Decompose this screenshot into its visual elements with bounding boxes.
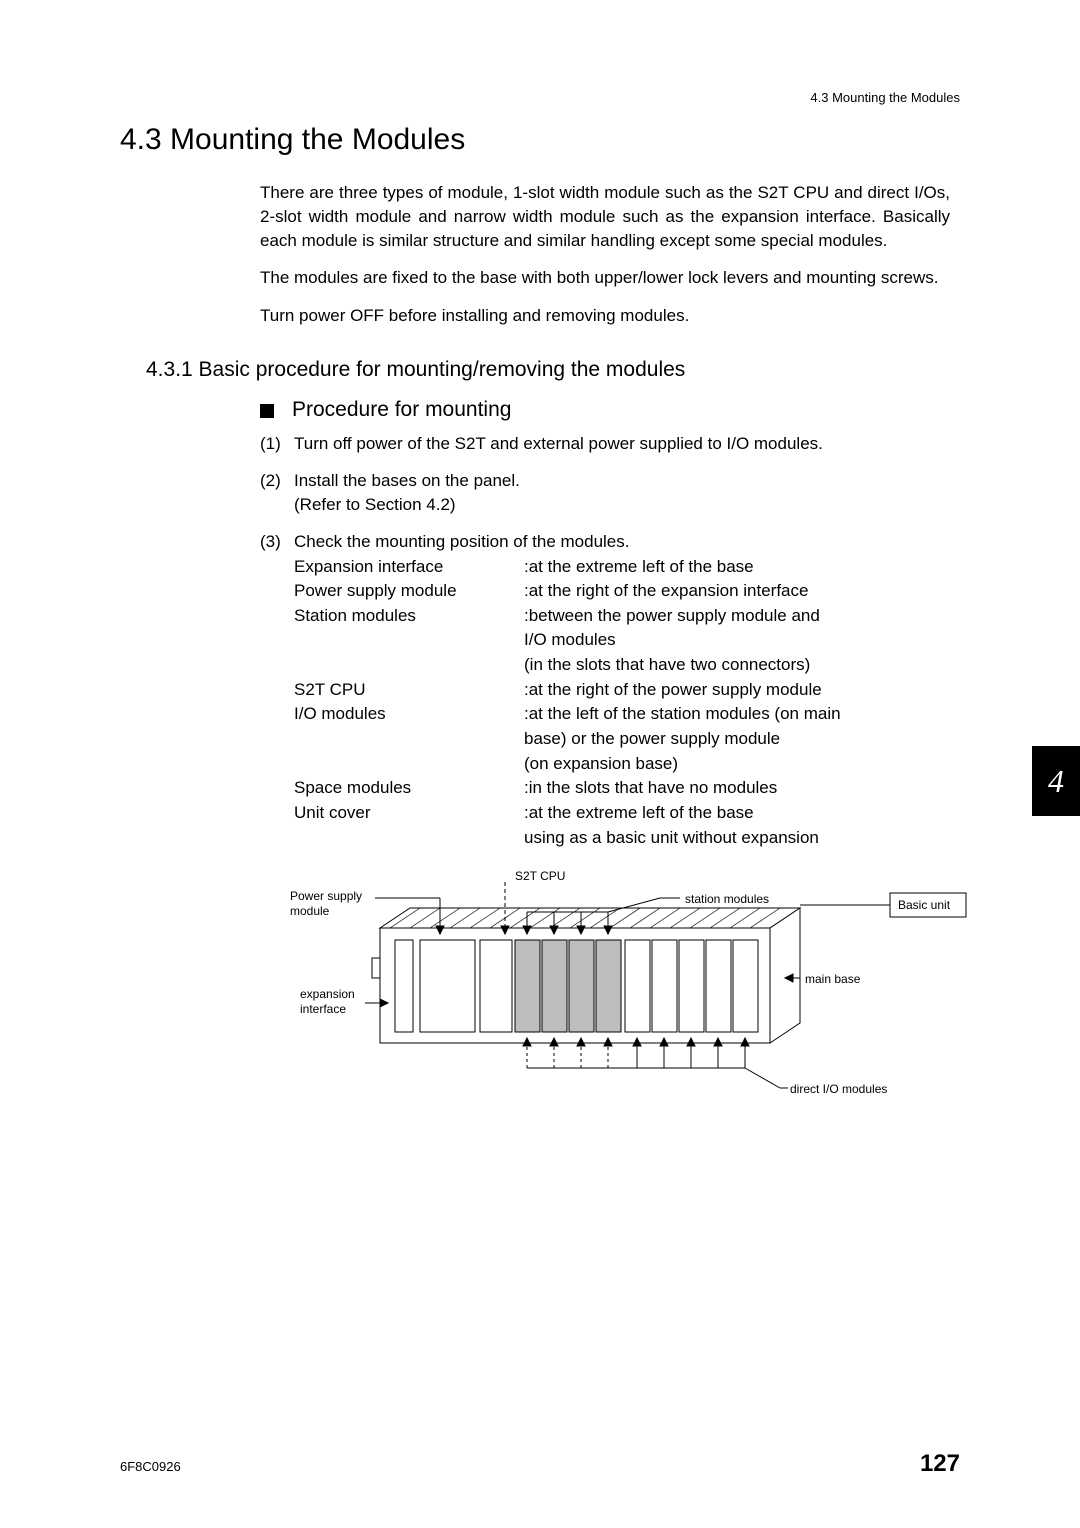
subsection-title: 4.3.1 Basic procedure for mounting/remov… [146, 358, 960, 382]
pos-desc: :at the right of the expansion interface [524, 579, 960, 604]
pos-label: Unit cover [294, 801, 524, 826]
step-number: (3) [260, 530, 294, 850]
intro-para-2: The modules are fixed to the base with b… [260, 266, 950, 290]
step-text: Turn off power of the S2T and external p… [294, 432, 960, 457]
pos-desc: I/O modules [524, 628, 960, 653]
svg-text:module: module [290, 904, 330, 918]
svg-text:S2T CPU: S2T CPU [515, 869, 565, 883]
pos-desc: :at the extreme left of the base [524, 555, 960, 580]
page-number: 127 [920, 1450, 960, 1478]
pos-desc: :in the slots that have no modules [524, 776, 960, 801]
pos-desc: :at the right of the power supply module [524, 678, 960, 703]
header-section-label: 4.3 Mounting the Modules [120, 90, 960, 105]
svg-text:station modules: station modules [685, 892, 769, 906]
intro-para-1: There are three types of module, 1-slot … [260, 181, 950, 252]
pos-label: Space modules [294, 776, 524, 801]
pos-desc: (in the slots that have two connectors) [524, 653, 960, 678]
step-text: Install the bases on the panel. [294, 469, 960, 494]
pos-label: Power supply module [294, 579, 524, 604]
pos-desc: using as a basic unit without expansion [524, 826, 960, 851]
bullet-square-icon [260, 404, 274, 418]
pos-label: I/O modules [294, 702, 524, 727]
chapter-tab: 4 [1032, 746, 1080, 816]
pos-desc: :at the left of the station modules (on … [524, 702, 960, 727]
module-layout-diagram: Power supply module expansion interface … [280, 868, 960, 1118]
step-text: Check the mounting position of the modul… [294, 530, 960, 555]
document-code: 6F8C0926 [120, 1459, 181, 1474]
svg-text:main base: main base [805, 972, 861, 986]
pos-desc: :between the power supply module and [524, 604, 960, 629]
pos-desc: (on expansion base) [524, 752, 960, 777]
svg-text:direct I/O modules: direct I/O modules [790, 1082, 887, 1096]
svg-text:interface: interface [300, 1002, 346, 1016]
pos-label: Expansion interface [294, 555, 524, 580]
svg-text:Basic unit: Basic unit [898, 898, 951, 912]
pos-label: S2T CPU [294, 678, 524, 703]
step-number: (2) [260, 469, 294, 518]
step-number: (1) [260, 432, 294, 457]
pos-desc: :at the extreme left of the base [524, 801, 960, 826]
procedure-title: Procedure for mounting [292, 398, 511, 422]
intro-para-3: Turn power OFF before installing and rem… [260, 304, 950, 328]
page-title: 4.3 Mounting the Modules [120, 123, 960, 157]
pos-desc: base) or the power supply module [524, 727, 960, 752]
step-text: (Refer to Section 4.2) [294, 493, 960, 518]
svg-text:Power supply: Power supply [290, 889, 362, 903]
svg-text:expansion: expansion [300, 987, 355, 1001]
pos-label: Station modules [294, 604, 524, 629]
